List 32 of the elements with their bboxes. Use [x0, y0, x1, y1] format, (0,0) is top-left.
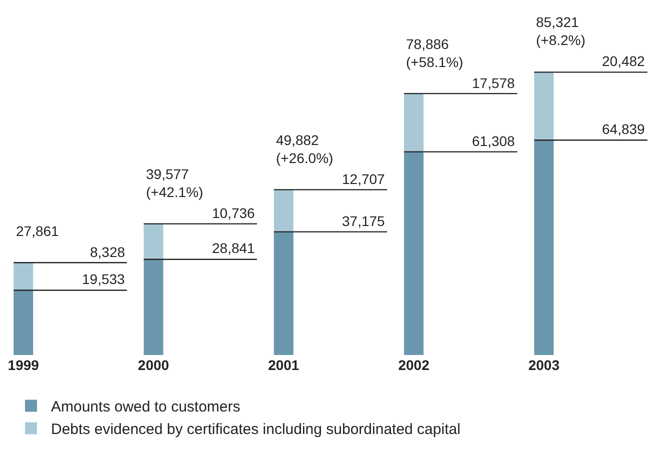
- bar: [404, 94, 424, 152]
- x-tick-label: 1999: [8, 357, 40, 373]
- bar: [144, 259, 164, 355]
- data-label: 17,578: [472, 75, 516, 91]
- x-tick-label: 2003: [528, 357, 560, 373]
- data-label: 64,839: [602, 121, 646, 137]
- bar: [534, 72, 554, 140]
- bar: [144, 224, 164, 260]
- bar: [534, 140, 554, 355]
- data-label: 8,328: [90, 244, 126, 260]
- x-tick-label: 2001: [268, 357, 300, 373]
- total-label: 27,861: [16, 223, 60, 239]
- data-label: 37,175: [342, 213, 386, 229]
- legend-label: Amounts owed to customers: [51, 398, 240, 416]
- bar: [14, 290, 34, 355]
- total-label: 85,321 (+8.2%): [536, 14, 586, 48]
- total-label: 49,882 (+26.0%): [276, 132, 334, 166]
- bar: [404, 152, 424, 355]
- bar: [274, 232, 294, 355]
- x-tick-label: 2000: [138, 357, 170, 373]
- bar: [274, 190, 294, 232]
- total-label: 39,577 (+42.1%): [146, 166, 204, 200]
- bar: [14, 262, 34, 290]
- x-tick-label: 2002: [398, 357, 430, 373]
- data-label: 19,533: [82, 271, 126, 287]
- data-label: 20,482: [602, 53, 646, 69]
- data-label: 28,841: [212, 240, 256, 256]
- data-label: 10,736: [212, 205, 256, 221]
- total-label: 78,886 (+58.1%): [406, 36, 464, 70]
- data-label: 61,308: [472, 133, 516, 149]
- legend-label: Debts evidenced by certificates including subordinated capital: [51, 421, 460, 438]
- data-label: 12,707: [342, 171, 386, 187]
